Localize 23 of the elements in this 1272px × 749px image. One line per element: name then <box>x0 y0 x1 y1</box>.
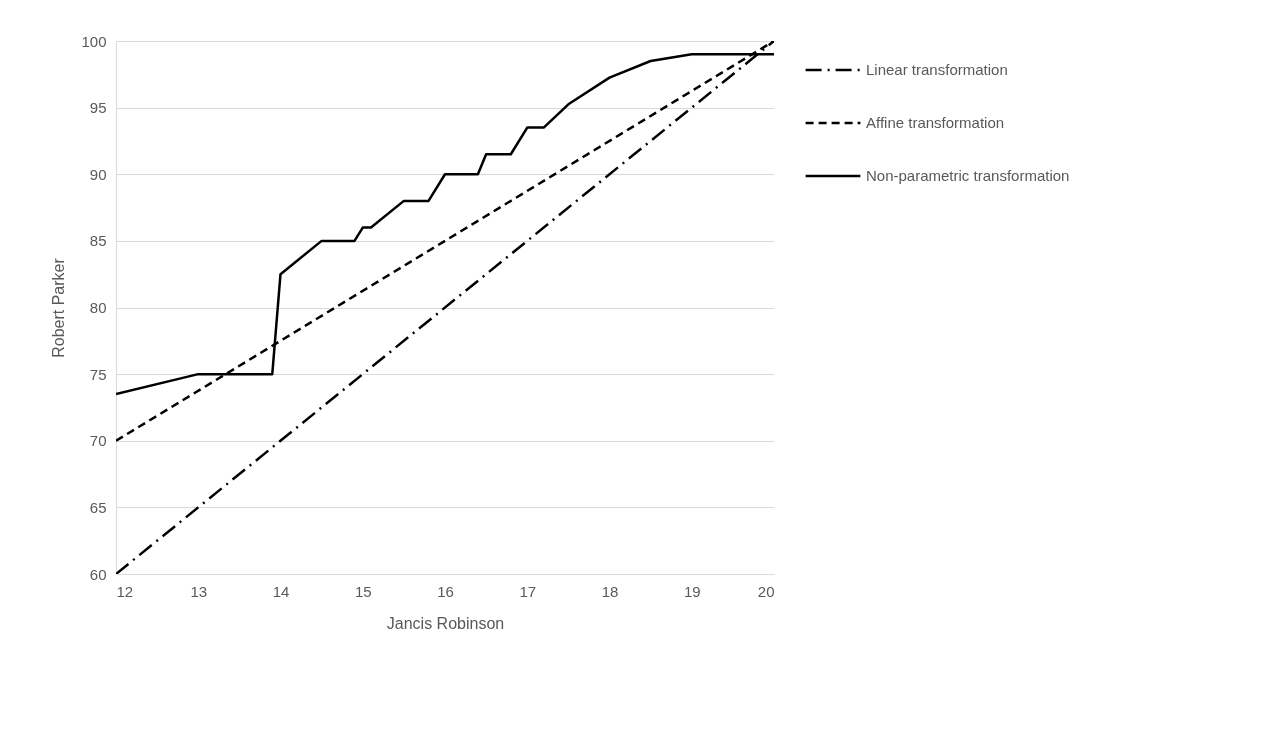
y-tick-label: 85 <box>89 232 107 250</box>
y-tick-label: 95 <box>89 99 107 117</box>
x-tick-label: 20 <box>757 582 775 600</box>
x-tick-label: 19 <box>683 582 701 600</box>
x-axis-title: Jancis Robinson <box>386 614 505 632</box>
x-tick-label: 18 <box>601 582 619 600</box>
y-axis-title: Robert Parker <box>50 257 68 358</box>
y-tick-label: 90 <box>89 165 107 183</box>
y-tick-label: 80 <box>89 299 107 316</box>
y-tick-label: 60 <box>89 565 107 583</box>
y-tick-label: 70 <box>89 432 107 450</box>
y-tick-label: 100 <box>81 32 107 50</box>
legend-label: Non-parametric transformation <box>866 167 1070 184</box>
x-tick-label: 13 <box>190 582 208 600</box>
x-tick-label: 16 <box>437 582 454 600</box>
legend-label: Linear transformation <box>866 61 1008 78</box>
x-tick-label: 14 <box>272 582 290 600</box>
x-tick-label: 17 <box>519 582 537 600</box>
x-tick-label: 12 <box>116 582 134 600</box>
y-tick-label: 65 <box>89 498 107 516</box>
legend-label: Affine transformation <box>866 114 1005 131</box>
x-tick-label: 15 <box>354 582 372 600</box>
y-tick-label: 75 <box>89 365 107 383</box>
